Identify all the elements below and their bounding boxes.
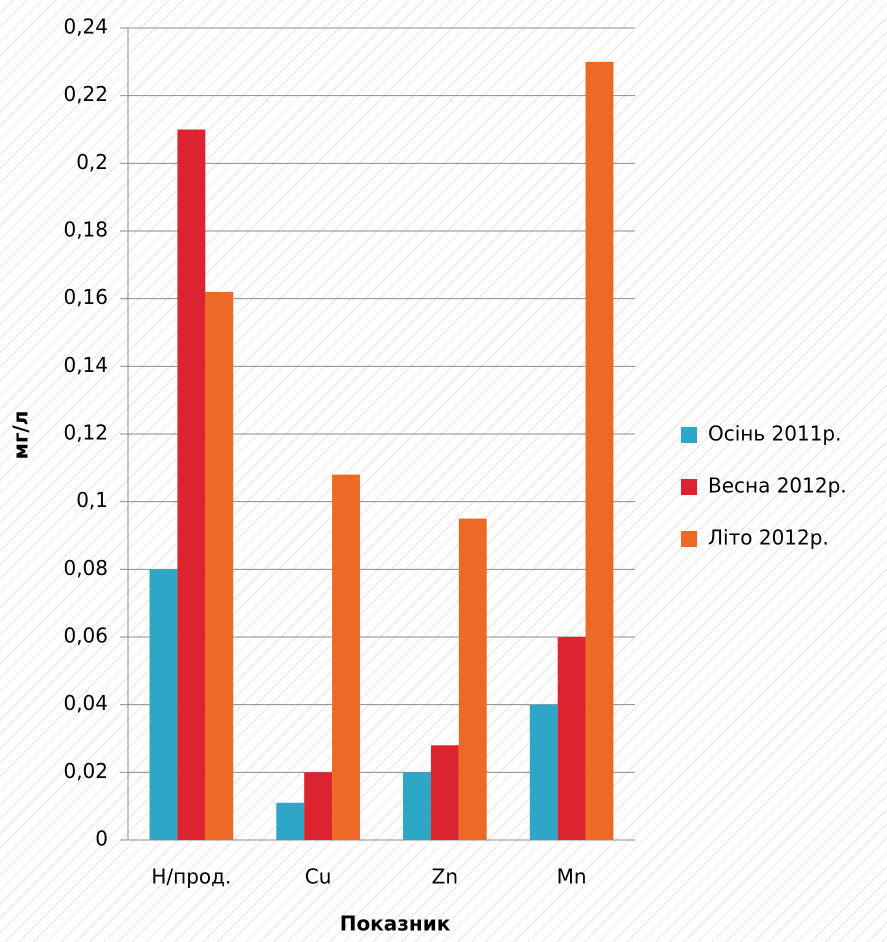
bar	[458, 518, 487, 840]
y-tick-label: 0,22	[63, 82, 108, 106]
x-tick-label: Cu	[305, 865, 332, 889]
legend-label: Осінь 2011р.	[708, 422, 841, 446]
y-tick-label: 0,02	[63, 759, 108, 783]
y-tick-label: 0,14	[63, 353, 108, 377]
legend-label: Весна 2012р.	[708, 474, 847, 498]
x-axis-label: Показник	[340, 912, 451, 936]
x-tick-label: Н/прод.	[151, 865, 231, 889]
bar	[276, 802, 305, 840]
bar	[149, 569, 178, 840]
y-tick-label: 0,12	[63, 421, 108, 445]
bar	[177, 129, 206, 840]
bar	[304, 772, 333, 840]
legend-swatch	[681, 531, 697, 547]
bar	[585, 61, 614, 841]
bar	[403, 772, 431, 840]
y-tick-label: 0,08	[63, 556, 108, 580]
bar	[529, 704, 558, 840]
x-tick-label: Zn	[432, 865, 458, 889]
legend-swatch	[681, 427, 697, 443]
y-axis-label: мг/л	[9, 411, 33, 460]
y-tick-label: 0,1	[76, 488, 108, 512]
x-tick-label: Mn	[557, 865, 587, 889]
bar	[430, 745, 459, 840]
y-tick-label: 0,24	[63, 15, 108, 39]
y-tick-label: 0,06	[63, 624, 108, 648]
legend-label: Літо 2012р.	[708, 526, 829, 550]
y-tick-label: 0	[95, 827, 108, 851]
bar	[557, 637, 586, 840]
y-tick-label: 0,2	[76, 150, 108, 174]
bar	[332, 474, 360, 840]
y-tick-label: 0,04	[63, 691, 108, 715]
y-tick-label: 0,16	[63, 285, 108, 309]
legend-swatch	[681, 479, 697, 495]
bar	[205, 291, 234, 840]
y-tick-label: 0,18	[63, 218, 108, 242]
